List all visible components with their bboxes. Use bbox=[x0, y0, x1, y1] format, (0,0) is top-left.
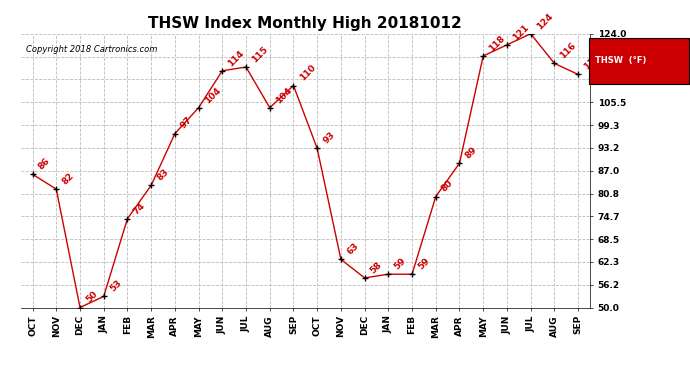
Text: 53: 53 bbox=[108, 278, 123, 294]
Text: 80: 80 bbox=[440, 178, 455, 194]
Text: 59: 59 bbox=[393, 256, 408, 272]
Text: 110: 110 bbox=[297, 63, 317, 83]
Text: 74: 74 bbox=[132, 201, 147, 216]
Text: 115: 115 bbox=[250, 45, 270, 64]
Text: 50: 50 bbox=[84, 290, 99, 305]
Text: 118: 118 bbox=[487, 33, 507, 53]
Text: 97: 97 bbox=[179, 116, 195, 131]
Text: 59: 59 bbox=[416, 256, 431, 272]
Text: 124: 124 bbox=[535, 11, 555, 31]
Text: 114: 114 bbox=[226, 48, 246, 68]
Text: 93: 93 bbox=[322, 130, 337, 146]
Text: 104: 104 bbox=[274, 86, 293, 105]
Title: THSW Index Monthly High 20181012: THSW Index Monthly High 20181012 bbox=[148, 16, 462, 31]
Text: 104: 104 bbox=[203, 86, 222, 105]
Text: 113: 113 bbox=[582, 52, 602, 72]
Text: 89: 89 bbox=[464, 145, 479, 160]
Text: THSW  (°F): THSW (°F) bbox=[595, 57, 646, 65]
Text: 83: 83 bbox=[155, 168, 170, 183]
Text: Copyright 2018 Cartronics.com: Copyright 2018 Cartronics.com bbox=[26, 45, 158, 54]
Text: 58: 58 bbox=[368, 260, 384, 275]
Text: 121: 121 bbox=[511, 22, 531, 42]
Text: 86: 86 bbox=[37, 156, 52, 171]
Text: 82: 82 bbox=[61, 171, 76, 186]
Text: 63: 63 bbox=[345, 242, 360, 256]
Text: 116: 116 bbox=[558, 41, 578, 61]
